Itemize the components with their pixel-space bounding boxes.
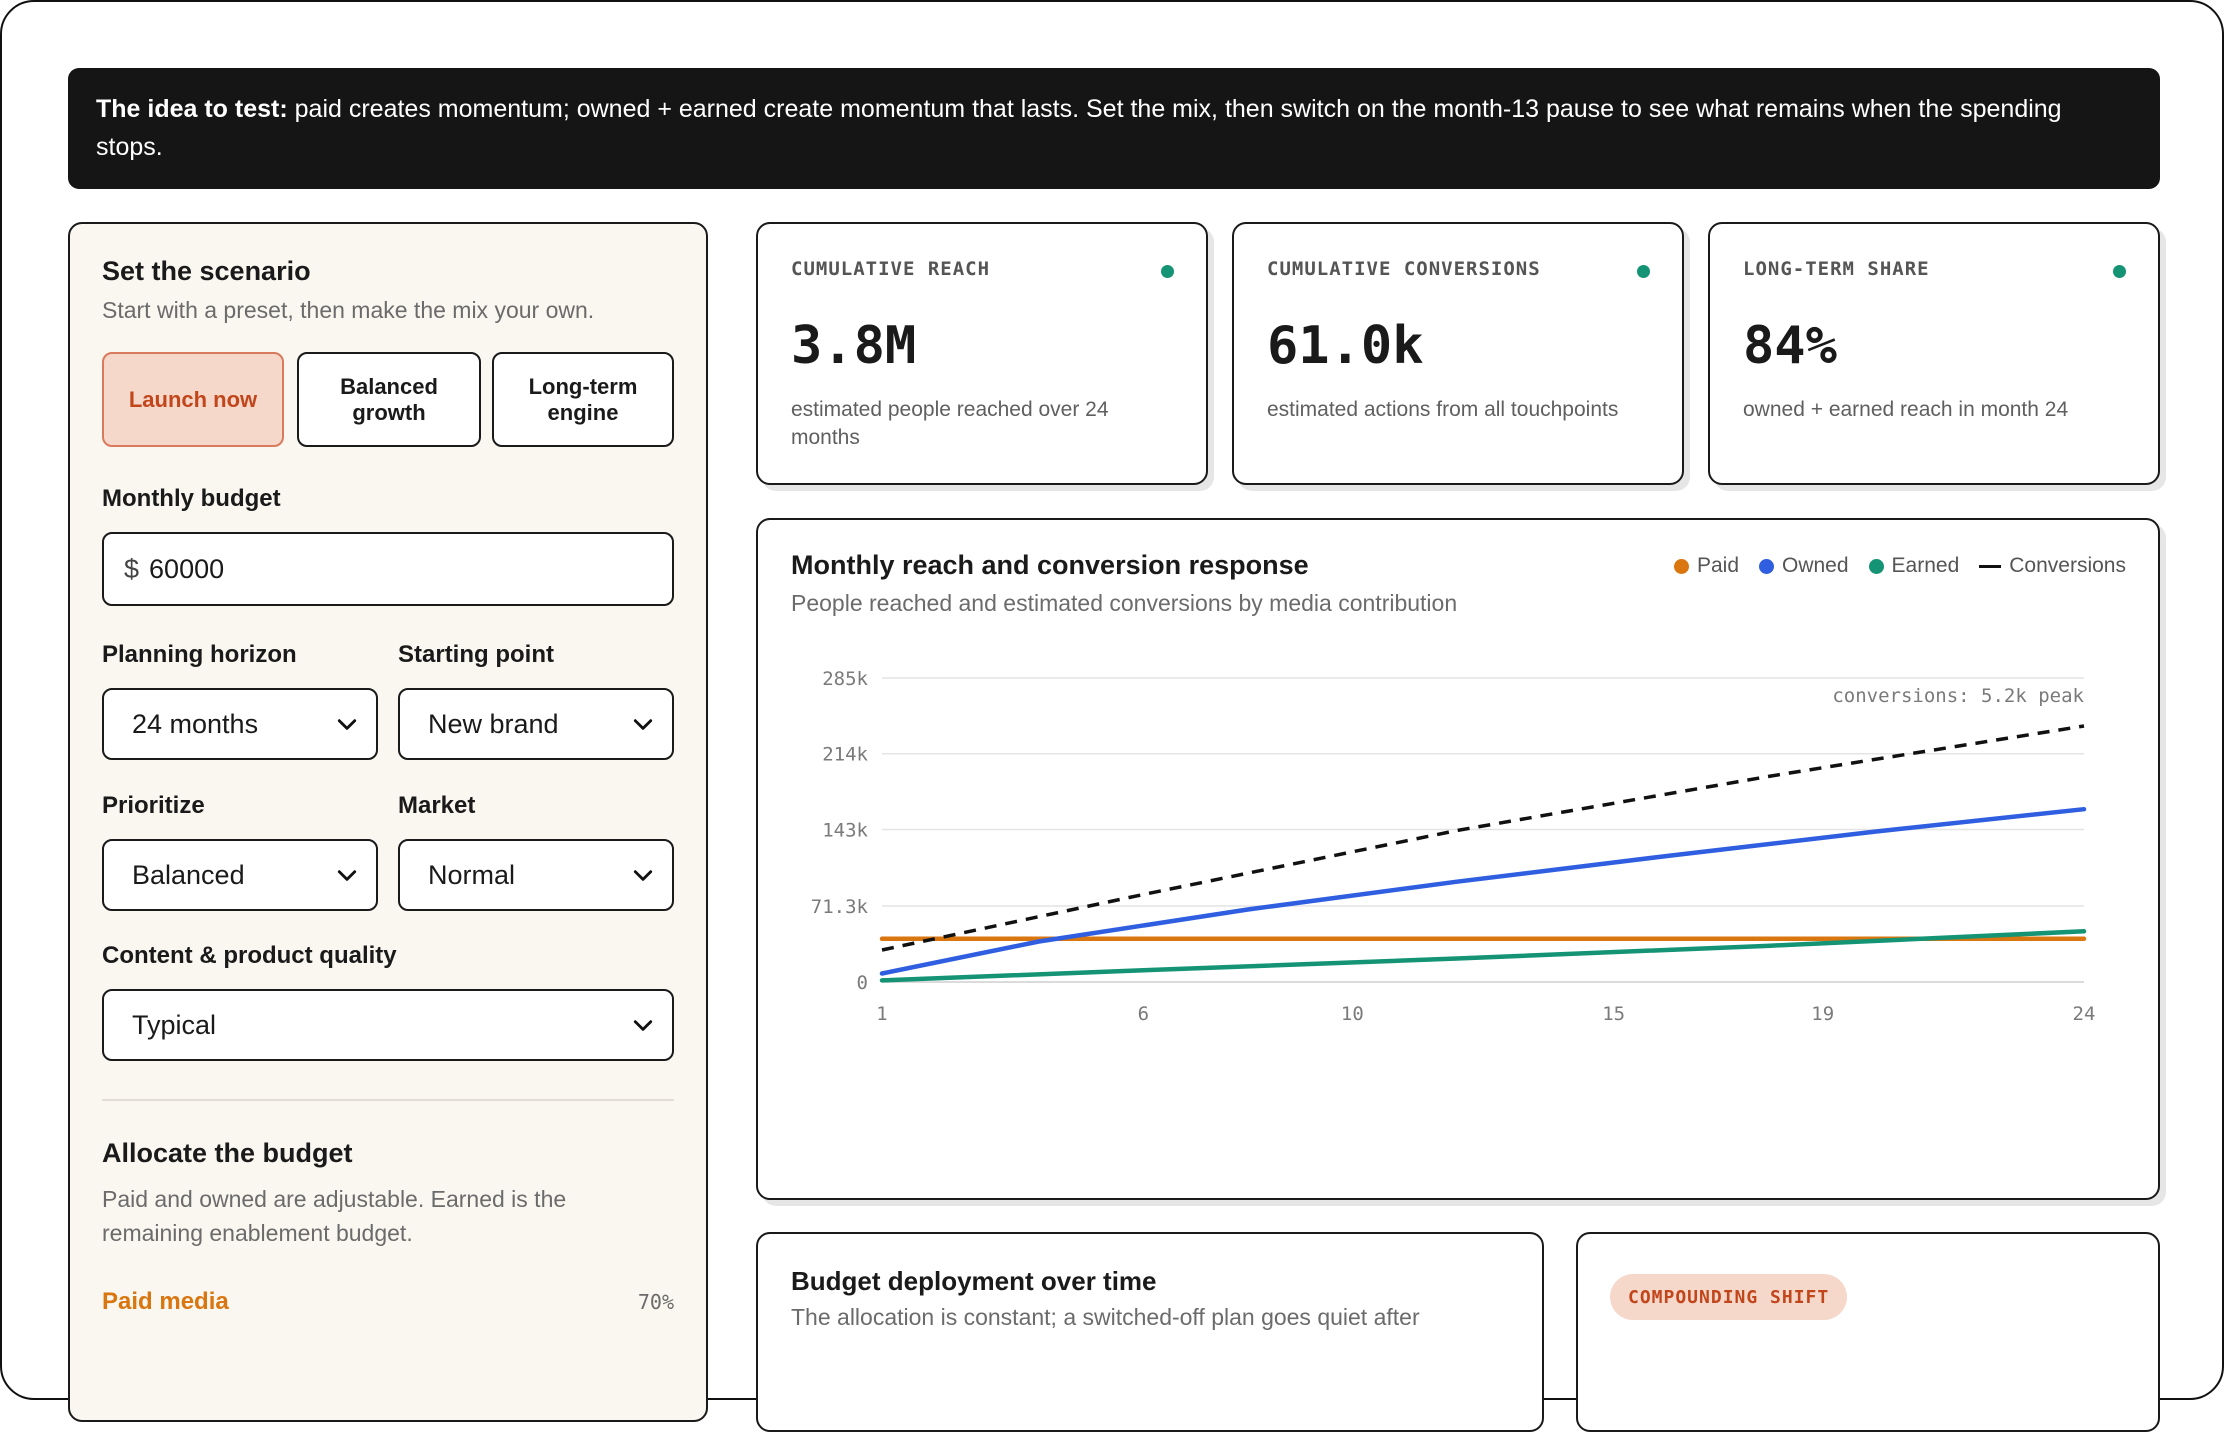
starting-value: New brand [428,708,559,739]
horizon-select[interactable]: 24 months [102,688,378,760]
compounding-shift-badge: COMPOUNDING SHIFT [1610,1274,1848,1320]
reach-line-chart: 0 71.3k 143k 214k 285k 1 6 10 15 19 24 conversions:… [811,668,2096,1025]
chevron-down-icon [633,1020,653,1031]
quality-label: Content & product quality [102,942,397,969]
x-tick-label: 15 [1602,1003,1625,1025]
chevron-down-icon [337,719,357,730]
legend-label: Earned [1891,554,1960,577]
chevron-down-icon [337,870,357,881]
kpi-value: 84% [1743,316,1837,376]
y-tick-label: 214k [822,744,868,766]
preset-label: Balanced growth [340,373,438,425]
prioritize-value: Balanced [132,859,245,890]
banner-lead: The idea to test: [96,95,288,123]
market-label: Market [398,792,476,819]
series-line-earned [879,929,2087,983]
legend-item-paid: Paid [1673,554,1739,578]
chart-subtitle: People reached and estimated conversions… [791,590,1458,616]
kpi-description: estimated people reached over 24 months [791,398,1109,449]
kpi-description: estimated actions from all touchpoints [1267,398,1619,421]
budget-deployment-card: Budget deployment over time The allocati… [756,1232,1544,1432]
starting-label: Starting point [398,641,554,668]
allocate-title: Allocate the budget [102,1138,353,1168]
legend-dot-icon [1868,558,1884,574]
legend-item-earned: Earned [1868,554,1960,578]
kpi-card-long-term-share: LONG-TERM SHARE 84% owned + earned reach… [1708,222,2160,485]
paid-media-label: Paid media [102,1288,229,1315]
prioritize-label: Prioritize [102,792,205,819]
scenario-panel: Set the scenario Start with a preset, th… [68,222,708,1422]
quality-select[interactable]: Typical [102,989,674,1061]
x-tick-label: 24 [2073,1003,2096,1025]
y-tick-label: 285k [822,668,868,690]
banner-text: paid creates momentum; owned + earned cr… [96,95,2062,161]
scenario-subtitle: Start with a preset, then make the mix y… [102,297,595,323]
chart-annotation: conversions: 5.2k peak [1832,685,2084,707]
quality-value: Typical [132,1009,217,1040]
legend-dot-icon [1759,558,1774,574]
preset-launch-now-button[interactable]: Launch now [102,352,284,447]
compounding-shift-card: COMPOUNDING SHIFT [1576,1232,2160,1432]
legend-label: Paid [1696,554,1739,577]
legend-label: Owned [1782,554,1849,577]
preset-balanced-growth-button[interactable]: Balanced growth [297,352,481,447]
scenario-title: Set the scenario [102,256,311,286]
kpi-title: LONG-TERM SHARE [1743,258,1930,280]
kpi-value: 3.8M [791,316,917,376]
series-line-conversions [881,724,2085,952]
horizon-value: 24 months [132,708,259,739]
legend-item-conversions: Conversions [1979,554,2126,578]
status-dot-icon [2113,265,2126,278]
prioritize-select[interactable]: Balanced [102,839,378,911]
kpi-card-conversions: CUMULATIVE CONVERSIONS 61.0k estimated a… [1232,222,1684,485]
y-tick-label: 0 [857,972,868,994]
section-divider [102,1099,674,1101]
x-tick-label: 10 [1341,1003,1364,1025]
market-select[interactable]: Normal [398,839,674,911]
kpi-description: owned + earned reach in month 24 [1743,398,2069,421]
budget-input[interactable]: $ 60000 [102,532,674,606]
budget-label: Monthly budget [102,485,281,512]
allocate-subtitle: Paid and owned are adjustable. Earned is… [102,1186,567,1246]
kpi-value: 61.0k [1267,316,1424,376]
market-value: Normal [428,859,516,890]
horizon-label: Planning horizon [102,641,297,668]
series-line-owned [879,806,2087,976]
preset-label: Launch now [128,386,258,412]
legend-label: Conversions [2009,554,2126,577]
chevron-down-icon [633,870,653,881]
y-tick-label: 143k [822,819,868,841]
starting-select[interactable]: New brand [398,688,674,760]
x-tick-label: 6 [1138,1003,1149,1025]
currency-symbol: $ [124,553,140,584]
paid-media-percent: 70% [637,1290,674,1314]
legend-line-icon [1979,564,2002,568]
preset-label: Long-term engine [528,373,638,425]
budget-value: 60000 [149,553,225,584]
y-tick-label: 71.3k [811,896,869,918]
legend-item-owned: Owned [1759,554,1849,578]
kpi-card-reach: CUMULATIVE REACH 3.8M estimated people r… [756,222,1208,485]
x-tick-label: 19 [1811,1003,1834,1025]
chevron-down-icon [633,719,653,730]
reach-chart-card: Monthly reach and conversion response Pe… [756,518,2160,1200]
idea-banner: The idea to test: paid creates momentum;… [68,68,2160,189]
x-tick-label: 1 [876,1003,887,1025]
deployment-subtitle: The allocation is constant; a switched-o… [791,1304,1420,1330]
status-dot-icon [1637,265,1650,278]
legend-dot-icon [1673,558,1689,574]
chart-title: Monthly reach and conversion response [791,550,1309,580]
chart-legend: Paid Owned Earned Conversions [1673,554,2126,578]
preset-long-term-engine-button[interactable]: Long-term engine [492,352,674,447]
kpi-title: CUMULATIVE CONVERSIONS [1267,258,1541,280]
deployment-title: Budget deployment over time [791,1266,1157,1296]
kpi-title: CUMULATIVE REACH [791,258,991,280]
status-dot-icon [1161,265,1174,278]
